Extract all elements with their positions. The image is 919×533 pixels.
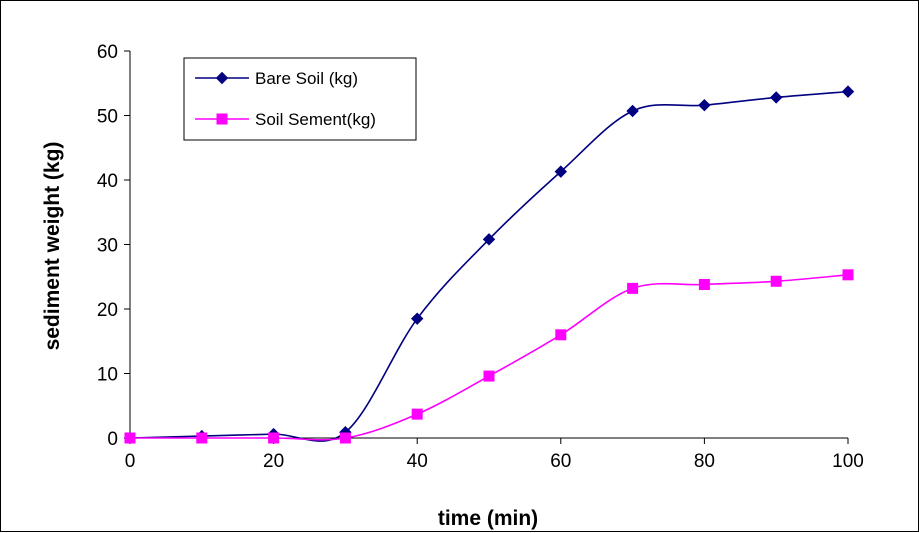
x-tick-label: 100 xyxy=(832,451,864,472)
data-point xyxy=(627,282,639,294)
y-tick-label: 50 xyxy=(97,107,118,128)
legend-label: Bare Soil (kg) xyxy=(255,69,358,88)
x-tick-label: 40 xyxy=(407,451,428,472)
y-tick-label: 40 xyxy=(97,171,118,192)
data-point xyxy=(555,329,567,341)
data-point xyxy=(626,104,639,118)
series-line xyxy=(130,274,849,441)
legend-entry: Bare Soil (kg) xyxy=(195,69,358,88)
x-tick-label: 20 xyxy=(263,451,284,472)
data-point xyxy=(554,165,568,178)
y-tick-label: 0 xyxy=(107,429,118,450)
x-tick-label: 0 xyxy=(125,451,136,472)
y-tick-label: 60 xyxy=(97,42,118,63)
legend-marker xyxy=(215,71,229,85)
data-point xyxy=(196,432,208,444)
y-tick-label: 30 xyxy=(97,236,118,257)
data-point xyxy=(482,233,496,246)
legend-marker xyxy=(216,113,228,125)
data-point xyxy=(268,432,280,444)
y-tick-label: 20 xyxy=(97,300,118,321)
data-point xyxy=(698,278,710,290)
series-layer xyxy=(123,85,855,445)
data-point xyxy=(769,91,783,104)
data-point xyxy=(483,370,495,382)
legend: Bare Soil (kg) Soil Sement(kg) xyxy=(183,57,417,141)
data-point xyxy=(770,275,782,287)
series-soil-sement xyxy=(124,269,854,444)
data-point xyxy=(841,85,855,98)
data-point xyxy=(124,432,136,444)
legend-label: Soil Sement(kg) xyxy=(255,110,376,129)
series-line xyxy=(129,90,849,442)
axes: 0 10 20 30 40 50 60 0 20 40 60 80 100 xyxy=(97,42,864,472)
legend-box xyxy=(183,57,417,141)
data-point xyxy=(842,269,854,281)
data-point xyxy=(698,98,711,112)
legend-entry: Soil Sement(kg) xyxy=(195,110,376,129)
y-axis-title: sediment weight (kg) xyxy=(41,142,64,351)
x-axis-title: time (min) xyxy=(438,507,538,530)
x-tick-label: 60 xyxy=(550,451,571,472)
data-point xyxy=(339,432,351,444)
x-tick-label: 80 xyxy=(694,451,715,472)
y-tick-label: 10 xyxy=(97,365,118,386)
data-point xyxy=(411,408,423,420)
data-point xyxy=(410,312,424,325)
